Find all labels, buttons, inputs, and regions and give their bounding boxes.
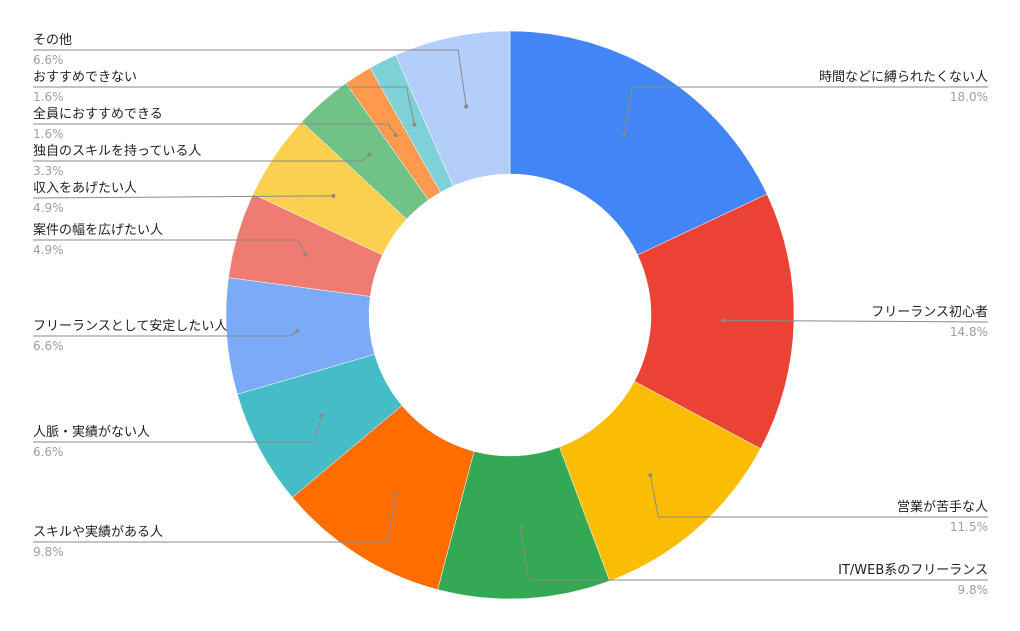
slice-percent: 1.6% — [33, 127, 64, 141]
slice-percent: 18.0% — [950, 90, 988, 104]
leader-line — [33, 330, 298, 337]
slice-percent: 11.5% — [950, 520, 988, 534]
leader-line — [649, 475, 988, 518]
leader-line — [33, 415, 323, 443]
leader-line — [520, 527, 988, 581]
slice-label: おすすめできない — [33, 70, 137, 85]
slice-label: フリーランス初心者 — [871, 305, 988, 320]
slices-group — [225, 30, 795, 600]
leader-dot — [367, 152, 372, 157]
slice-label: IT/WEB系のフリーランス — [838, 563, 988, 578]
leader-dot — [331, 193, 336, 198]
leader-dot — [303, 252, 308, 257]
slice-label: スキルや実績がある人 — [33, 524, 163, 540]
leader-dot — [464, 104, 469, 109]
slice-label: 全員におすすめできる — [33, 106, 163, 122]
slice-label: 独自のスキルを持っている人 — [33, 144, 201, 159]
slice-label: 収入をあげたい人 — [33, 181, 137, 196]
slice-percent: 4.9% — [33, 201, 64, 215]
leader-line — [33, 49, 467, 107]
leader-dot — [393, 492, 398, 497]
slice-label: 時間などに縛られたくない人 — [819, 69, 988, 85]
donut-slice — [634, 193, 795, 450]
leader-dot — [412, 122, 417, 127]
leader-dot — [720, 318, 725, 323]
slice-percent: 4.9% — [33, 243, 64, 257]
leader-line — [33, 494, 397, 543]
leader-line — [623, 86, 988, 136]
leader-dot — [295, 329, 300, 334]
slice-percent: 6.6% — [33, 53, 64, 67]
donut-slice — [509, 30, 768, 256]
slice-percent: 14.8% — [950, 325, 988, 339]
leader-line — [722, 319, 989, 323]
slice-label: 人脈・実績がない人 — [33, 424, 150, 440]
labels-group: 時間などに縛られたくない人 18.0% フリーランス初心者 14.8% 営業が苦手な人 1… — [32, 33, 989, 597]
slice-label: 案件の幅を広げたい人 — [33, 223, 163, 238]
leader-dot — [518, 525, 523, 530]
slice-label: 営業が苦手な人 — [897, 499, 988, 515]
slice-percent: 9.8% — [958, 583, 989, 597]
donut-slice — [395, 30, 511, 187]
slice-label: その他 — [33, 33, 72, 48]
leader-line — [32, 195, 334, 199]
slice-percent: 6.6% — [33, 339, 64, 353]
slice-percent: 1.6% — [33, 90, 64, 104]
leader-line — [33, 123, 397, 136]
slice-percent: 3.3% — [33, 164, 64, 178]
leader-dot — [393, 133, 398, 138]
leader-line — [33, 86, 415, 125]
leader-dot — [648, 473, 653, 478]
leader-dot — [622, 133, 627, 138]
slice-label: フリーランスとして安定したい人 — [33, 319, 227, 334]
leader-dot — [320, 413, 325, 418]
slice-percent: 9.8% — [33, 545, 64, 559]
leader-line — [33, 154, 370, 162]
leader-line — [33, 239, 307, 256]
slice-percent: 6.6% — [33, 445, 64, 459]
